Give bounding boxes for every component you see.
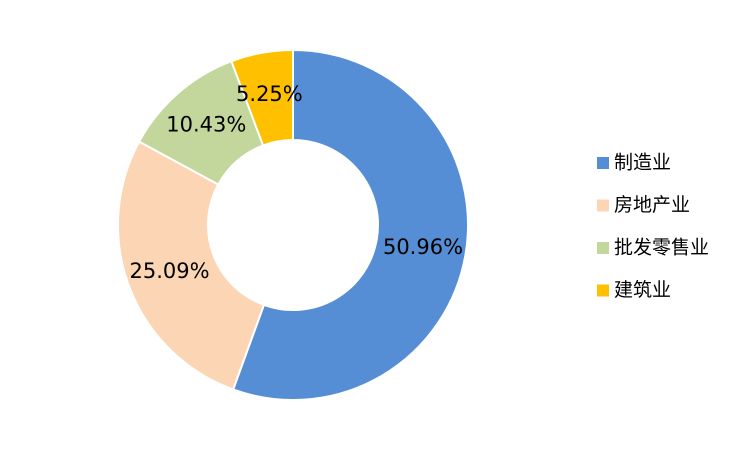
legend-swatch <box>597 284 609 297</box>
legend-label: 制造业 <box>614 152 671 174</box>
data-label: 50.96% <box>383 235 463 259</box>
legend-swatch <box>597 242 609 254</box>
donut-slice <box>230 48 294 147</box>
legend-swatch <box>597 157 609 169</box>
data-label: 5.25% <box>236 82 303 106</box>
donut-slice <box>231 48 469 401</box>
legend-label: 批发零售业 <box>614 237 709 259</box>
data-label: 10.43% <box>166 112 246 136</box>
donut-slice <box>117 140 266 391</box>
data-label: 25.09% <box>130 259 210 283</box>
legend-label: 房地产业 <box>614 194 690 216</box>
legend-label: 建筑业 <box>614 279 671 301</box>
legend-swatch <box>597 199 609 212</box>
